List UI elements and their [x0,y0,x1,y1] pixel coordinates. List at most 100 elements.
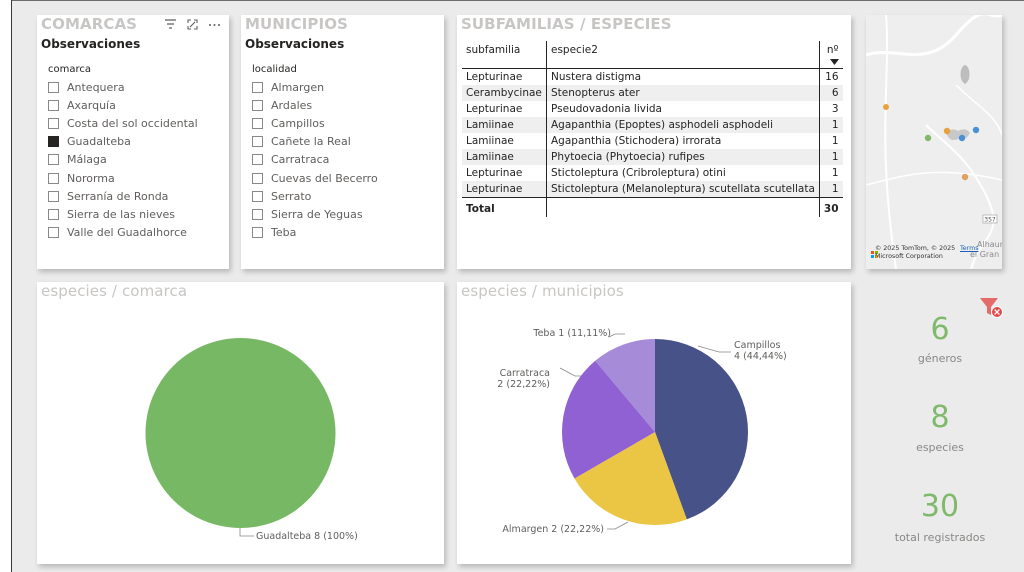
filter-clear-icon[interactable] [978,296,1004,320]
pie-slice-campillos[interactable] [655,339,748,520]
checkbox[interactable] [252,154,263,166]
table-row[interactable]: Lepturinae Nustera distigma 16 [462,68,843,85]
municipios-item[interactable]: Cuevas del Becerro [252,169,378,187]
map-marker[interactable] [943,127,951,135]
map-marker[interactable] [972,126,980,134]
cell-n: 3 [831,103,839,115]
kpi-total-label: total registrados [894,531,986,544]
place-label: Alhaur [977,240,1002,249]
cell-especie: Stenopterus ater [546,85,820,101]
window-top-border [11,0,1024,1]
comarcas-item[interactable]: Nororma [48,169,198,187]
checkbox[interactable] [48,154,59,166]
table-row[interactable]: Lamiinae Agapanthia (Epoptes) asphodeli a… [462,117,843,133]
checkbox[interactable] [48,81,59,93]
checkbox[interactable] [252,81,263,93]
municipios-item-label: Teba [271,226,297,240]
municipios-item-label: Sierra de Yeguas [271,207,363,221]
kpi-generos-value: 6 [930,312,950,347]
cell-especie: Agapanthia (Stichodera) irrorata [546,133,820,149]
municipios-item[interactable]: Campillos [252,114,378,132]
filter-icon[interactable] [164,18,177,31]
comarcas-item[interactable]: Valle del Guadalhorce [48,224,198,242]
cell-n: 6 [819,85,843,101]
table-row[interactable]: Lamiinae Agapanthia (Stichodera) irrorata… [462,133,843,149]
checkbox[interactable] [252,190,263,202]
pie-label-campillos: Campillos [734,340,780,351]
column-header-subfamilia[interactable]: subfamilia [462,41,547,69]
municipios-item[interactable]: Serrato [252,187,378,205]
municipios-item[interactable]: Ardales [252,96,378,114]
place-label: el Gran [970,250,999,259]
pie-comarca-card: especies / comarca Guadalteba 8 (100%) [37,282,444,564]
map-marker[interactable] [883,104,889,110]
cell-subfamilia: Lepturinae [462,101,547,117]
species-table: subfamilia especie2 nº Lepturinae Nustera… [462,41,843,217]
cell-especie: Agapanthia (Epoptes) asphodeli asphodeli [546,117,820,133]
checkbox[interactable] [252,99,263,111]
cell-especie: Pseudovadonia livida [546,101,820,117]
checkbox[interactable] [48,227,59,239]
municipios-item[interactable]: Almargen [252,78,378,96]
sort-descending-icon [829,59,839,65]
municipios-item[interactable]: Teba [252,224,378,242]
comarcas-item-label: Serranía de Ronda [67,189,169,203]
checkbox[interactable] [252,172,263,184]
map-marker[interactable] [924,134,932,142]
more-options-icon[interactable] [208,18,221,31]
checkbox[interactable] [48,136,59,148]
comarcas-item-label: Nororma [67,171,115,185]
pie-slice-guadalteba[interactable] [145,338,336,528]
comarcas-field-label: comarca [48,64,92,75]
checkbox[interactable] [48,117,59,129]
comarcas-header: Observaciones [41,37,141,51]
checkbox[interactable] [48,99,59,111]
cell-subfamilia: Lamiinae [462,149,547,165]
comarcas-item-label: Costa del sol occidental [67,116,198,130]
municipios-item[interactable]: Cañete la Real [252,133,378,151]
comarcas-item-label: Guadalteba [67,135,131,149]
checkbox[interactable] [252,136,263,148]
comarcas-item[interactable]: Axarquía [48,96,198,114]
cell-n: 1 [819,149,843,165]
comarcas-item[interactable]: Costa del sol occidental [48,114,198,132]
map-marker[interactable] [961,173,969,181]
map-marker[interactable] [958,134,966,142]
municipios-item[interactable]: Sierra de Yeguas [252,205,378,223]
checkbox[interactable] [48,208,59,220]
checkbox[interactable] [252,208,263,220]
checkbox[interactable] [48,172,59,184]
map-canvas[interactable]: 357 Alhaur el Gran [866,15,1002,269]
checkbox[interactable] [252,227,263,239]
table-row[interactable]: Lepturinae Pseudovadonia livida 3 [462,101,843,117]
pie-slice-carratraca[interactable] [562,360,655,479]
municipios-item[interactable]: Carratraca [252,151,378,169]
pie-slice-teba[interactable] [595,339,655,432]
map-terms-link[interactable]: Terms [960,245,979,252]
kpi-especies-value: 8 [930,400,950,435]
table-row[interactable]: Lepturinae Stictoleptura (Cribroleptura) … [462,165,843,181]
municipios-list: Almargen Ardales Campillos Cañete la Real Ca… [252,78,378,242]
pie-label-teba: Teba 1 (11,11%) [532,328,611,339]
checkbox[interactable] [48,190,59,202]
table-row[interactable]: Lamiinae Phytoecia (Phytoecia) rufipes 1 [462,149,843,165]
comarcas-item[interactable]: Antequera [48,78,198,96]
comarcas-item[interactable]: Guadalteba [48,133,198,151]
pie-comarca-chart: Guadalteba 8 (100%) [145,338,358,542]
cell-n: 1 [831,135,839,147]
column-header-count[interactable]: nº [819,41,843,69]
checkbox[interactable] [252,117,263,129]
map-visual[interactable]: 357 Alhaur el Gran © 2025 TomTom, © 2025… [866,15,1002,269]
municipios-item-label: Cañete la Real [271,135,351,149]
table-row[interactable]: Cerambycinae Stenopterus ater 6 [462,85,843,101]
pie-slice-almargen[interactable] [574,432,687,525]
focus-mode-icon[interactable] [186,18,199,31]
table-total-row: Total 30 [462,197,843,217]
table-row[interactable]: Lepturinae Stictoleptura (Melanoleptura) … [462,181,843,198]
species-table-card: SUBFAMILIAS / ESPECIES subfamilia especi… [457,15,851,269]
comarcas-item[interactable]: Sierra de las nieves [48,205,198,223]
municipios-header: Observaciones [245,37,345,51]
comarcas-item[interactable]: Málaga [48,151,198,169]
column-header-especie[interactable]: especie2 [546,41,820,69]
comarcas-item[interactable]: Serranía de Ronda [48,187,198,205]
